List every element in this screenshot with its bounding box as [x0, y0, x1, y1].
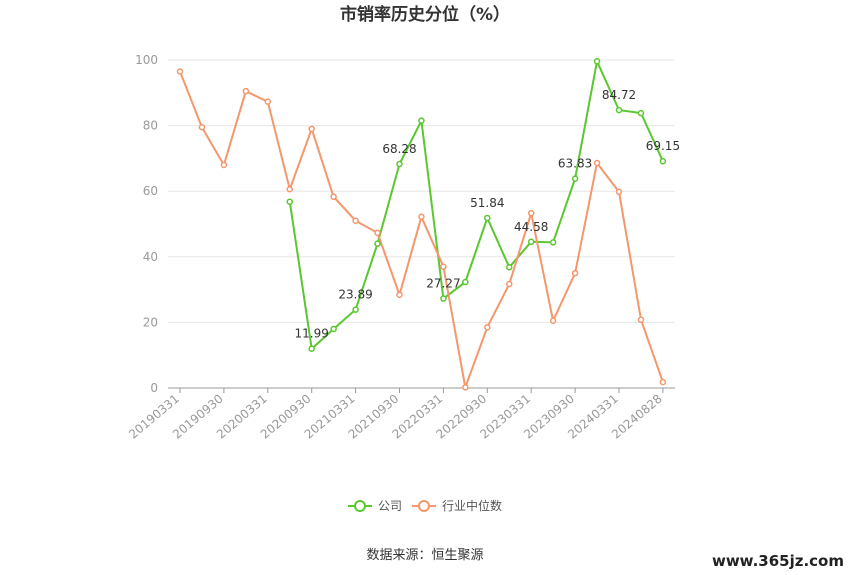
data-label-company: 11.99	[295, 327, 329, 341]
point-industry-median	[659, 378, 667, 386]
point-company	[615, 106, 623, 114]
point-company	[549, 239, 557, 246]
point-industry-median	[571, 269, 579, 277]
y-tick-label: 100	[135, 53, 158, 67]
series-line-company	[288, 57, 664, 351]
point-company	[484, 214, 491, 222]
y-tick-label: 0	[150, 381, 158, 395]
legend: 公司 行业中位数	[348, 498, 502, 513]
point-industry-median	[286, 185, 293, 193]
series-lines	[179, 57, 664, 392]
point-company	[418, 117, 425, 124]
chart-title: 市销率历史分位（%）	[340, 4, 510, 25]
y-tick-label: 60	[143, 184, 158, 198]
point-industry-median	[330, 193, 337, 201]
point-industry-median	[593, 159, 601, 167]
point-industry-median	[637, 316, 645, 324]
axes: 0204060801002019033120190930202003312020…	[126, 53, 675, 442]
point-company	[527, 238, 535, 246]
y-tick-label: 80	[143, 119, 158, 133]
point-industry-median	[615, 188, 623, 196]
point-industry-median	[462, 384, 469, 391]
grid	[168, 59, 675, 323]
data-label-company: 51.84	[470, 196, 504, 210]
data-label-company: 63.83	[558, 157, 592, 171]
data-labels: 11.99 23.89 68.28 27.27 51.84 44.58 63.83 84.72…	[295, 88, 681, 341]
point-company	[593, 58, 601, 65]
point-company	[286, 198, 293, 205]
data-label-company: 68.28	[382, 142, 416, 156]
series-points	[176, 58, 667, 391]
legend-marker-industry-median	[418, 500, 430, 512]
point-industry-median	[264, 98, 272, 105]
point-industry-median	[440, 263, 447, 270]
point-industry-median	[418, 213, 425, 221]
data-label-company: 44.58	[514, 220, 548, 234]
point-company	[571, 175, 579, 182]
legend-item-company[interactable]: 公司	[348, 499, 402, 513]
legend-label-industry-median: 行业中位数	[442, 498, 502, 513]
point-industry-median	[484, 324, 491, 331]
point-company	[396, 160, 403, 168]
data-label-company: 27.27	[426, 277, 460, 291]
point-company	[330, 325, 337, 333]
y-tick-label: 20	[143, 315, 158, 329]
data-label-company: 23.89	[338, 288, 372, 302]
point-company	[659, 157, 667, 165]
data-label-company: 69.15	[646, 139, 680, 153]
point-industry-median	[549, 317, 557, 325]
point-company	[374, 240, 381, 247]
point-industry-median	[396, 291, 403, 299]
point-industry-median	[352, 217, 359, 224]
point-industry-median	[506, 280, 513, 288]
legend-label-company: 公司	[378, 499, 402, 513]
point-industry-median	[176, 68, 184, 75]
point-industry-median	[220, 161, 228, 169]
point-industry-median	[374, 229, 381, 237]
point-company	[352, 306, 359, 313]
point-company	[506, 264, 513, 271]
point-industry-median	[527, 209, 535, 217]
point-industry-median	[308, 125, 315, 133]
data-label-company: 84.72	[602, 88, 636, 102]
legend-item-industry-median[interactable]: 行业中位数	[412, 498, 502, 513]
y-tick-label: 40	[143, 250, 158, 264]
data-source: 数据来源：恒生聚源	[366, 548, 483, 563]
point-company	[308, 345, 315, 352]
point-company	[440, 295, 447, 302]
point-company	[637, 109, 645, 117]
legend-marker-company	[354, 500, 366, 512]
point-company	[462, 278, 469, 286]
point-industry-median	[242, 87, 250, 95]
point-industry-median	[198, 123, 206, 131]
watermark: www.365jz.com	[712, 552, 844, 570]
